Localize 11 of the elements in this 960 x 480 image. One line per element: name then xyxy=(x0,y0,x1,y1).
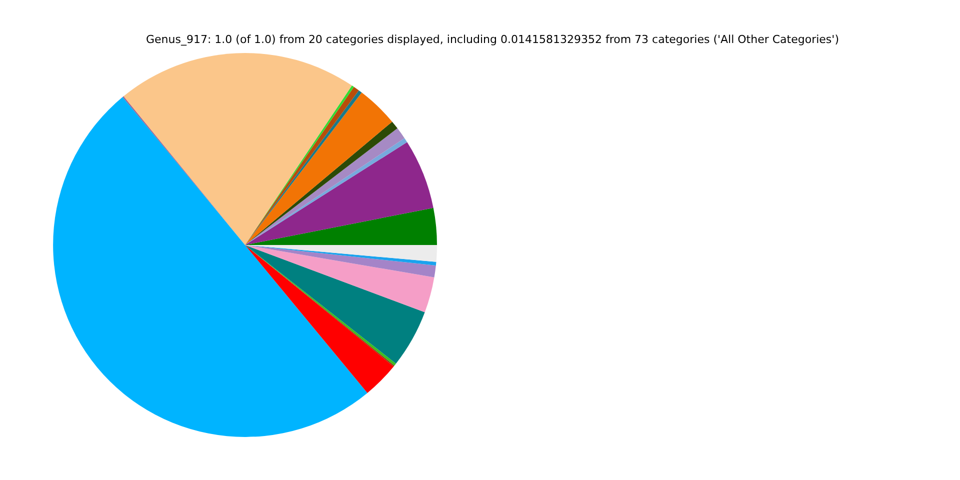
pie-slice xyxy=(245,92,392,245)
pie-slice xyxy=(245,245,425,364)
pie-slice xyxy=(245,245,436,266)
pie-slice xyxy=(245,245,434,312)
pie-slice xyxy=(245,142,434,245)
pie-slice xyxy=(245,245,394,393)
pie-slice xyxy=(124,53,352,245)
pie-slice xyxy=(53,97,368,437)
pie-slice xyxy=(245,208,437,245)
pie-slice xyxy=(245,245,437,262)
text: Genus_917: 1.0 (of 1.0) from 20 categories displayed, including 0.0141581329352 from 73 categories ('All Other Categories') xyxy=(145,33,840,46)
